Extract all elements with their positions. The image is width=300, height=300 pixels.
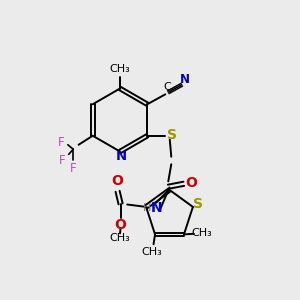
Text: O: O <box>185 176 197 190</box>
Text: C: C <box>163 82 171 92</box>
Text: CH₃: CH₃ <box>192 228 212 238</box>
Text: N: N <box>180 73 190 86</box>
Text: H: H <box>143 203 152 213</box>
Text: O: O <box>115 218 127 232</box>
Text: N: N <box>151 201 162 215</box>
Text: F: F <box>58 136 64 149</box>
Text: O: O <box>111 174 123 188</box>
Text: CH₃: CH₃ <box>142 247 162 257</box>
Text: N: N <box>116 150 127 164</box>
Text: F: F <box>70 162 76 175</box>
Text: F: F <box>58 154 65 167</box>
Text: S: S <box>193 197 203 212</box>
Text: S: S <box>167 128 177 142</box>
Text: CH₃: CH₃ <box>110 64 130 74</box>
Text: CH₃: CH₃ <box>110 233 130 243</box>
